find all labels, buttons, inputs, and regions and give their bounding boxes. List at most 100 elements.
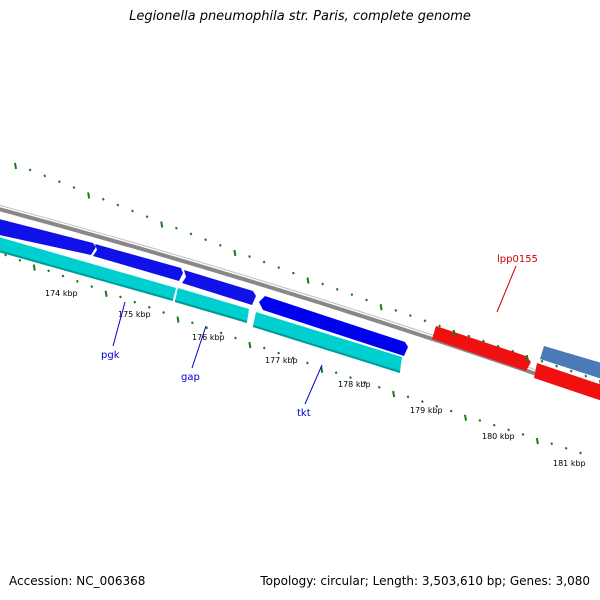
gene-block[interactable] <box>534 363 600 402</box>
tick-mark <box>305 361 309 365</box>
tick-mark <box>75 279 79 283</box>
tick-mark <box>507 428 511 432</box>
gap-leader <box>191 325 207 369</box>
tick-mark <box>190 321 194 325</box>
tick-mark <box>90 285 94 288</box>
tick-mark <box>406 395 410 399</box>
tick-mark <box>262 346 266 350</box>
tick-mark <box>233 249 237 257</box>
tick-mark <box>218 243 222 247</box>
tick-mark <box>579 451 582 455</box>
tick-mark <box>394 308 398 312</box>
tick-mark <box>569 369 573 373</box>
tick-mark <box>349 376 352 380</box>
tick-mark <box>104 290 108 297</box>
tick-mark <box>101 197 105 201</box>
tick-mark <box>438 324 442 328</box>
tick-mark <box>87 192 91 199</box>
tick-mark <box>277 266 281 270</box>
tick-mark <box>492 423 496 427</box>
tick-mark <box>467 334 471 338</box>
tick-mark <box>262 260 266 264</box>
gene-block-lpp0155[interactable] <box>432 326 531 371</box>
tick-mark <box>176 316 180 323</box>
tick-mark <box>291 356 295 360</box>
tick-mark <box>464 414 467 421</box>
tick-mark <box>540 359 544 363</box>
tick-mark <box>320 366 324 374</box>
tick-mark <box>72 186 76 190</box>
tick-mark <box>277 351 281 355</box>
tick-mark <box>535 437 539 445</box>
tick-mark <box>248 341 252 349</box>
ruler-label: 181 kbp <box>553 459 586 468</box>
tick-mark <box>423 319 427 323</box>
tick-mark <box>205 326 209 330</box>
tick-mark <box>321 282 325 286</box>
gene-block[interactable] <box>253 312 402 372</box>
gene-label-gap[interactable]: gap <box>181 372 200 383</box>
ruler-label: 176 kbp <box>192 333 225 342</box>
tick-mark <box>57 180 61 184</box>
tick-mark <box>525 355 529 362</box>
gene-block[interactable] <box>0 236 176 300</box>
tick-mark <box>32 264 36 271</box>
tick-mark <box>363 380 367 384</box>
tick-mark <box>550 442 554 446</box>
tick-mark <box>420 400 424 404</box>
tick-mark <box>511 349 515 353</box>
tick-mark <box>408 314 412 318</box>
gene-label-tkt[interactable]: tkt <box>297 408 311 419</box>
map-title: Legionella pneumophila str. Paris, compl… <box>129 9 471 24</box>
tick-mark <box>452 329 456 337</box>
tick-mark <box>306 277 310 284</box>
gene-block[interactable] <box>540 346 600 380</box>
tick-mark <box>116 203 120 207</box>
tick-mark <box>584 374 588 378</box>
tick-mark <box>131 209 134 213</box>
tick-mark <box>379 304 383 311</box>
tick-mark <box>119 295 122 299</box>
gene-block[interactable] <box>0 218 96 255</box>
gene-label-pgk[interactable]: pgk <box>101 350 120 361</box>
tick-mark <box>18 258 22 262</box>
tick-mark <box>204 238 208 242</box>
tick-mark <box>61 274 65 278</box>
tick-mark <box>335 287 339 291</box>
tick-mark <box>145 215 149 219</box>
tick-mark <box>174 226 178 230</box>
accession-text: Accession: NC_006368 <box>9 574 146 588</box>
tick-mark <box>334 371 338 375</box>
ruler-label: 180 kbp <box>482 432 515 441</box>
tick-mark <box>219 331 223 335</box>
tick-mark <box>496 344 500 348</box>
inner-tick-marks <box>4 253 582 455</box>
ruler-labels: 174 kbp 175 kbp 176 kbp 177 kbp 178 kbp 179 k… <box>45 289 586 468</box>
tick-mark <box>377 385 381 389</box>
pgk-leader <box>112 301 126 347</box>
tick-mark <box>234 336 237 340</box>
ruler-label: 178 kbp <box>338 380 371 389</box>
gene-block[interactable] <box>259 296 408 356</box>
gene-label-lpp0155[interactable]: lpp0155 <box>497 254 538 265</box>
genome-summary-text: Topology: circular; Length: 3,503,610 bp… <box>260 574 590 588</box>
tick-mark <box>449 409 453 413</box>
gene-block[interactable] <box>182 270 256 305</box>
tick-mark <box>248 255 251 258</box>
tick-mark <box>14 162 17 170</box>
backbone-outer <box>0 207 600 399</box>
tick-mark <box>521 432 525 436</box>
tick-mark <box>189 232 193 236</box>
tick-mark <box>133 300 137 304</box>
tick-mark <box>564 446 568 450</box>
gene-block[interactable] <box>93 244 183 281</box>
gene-block[interactable] <box>175 288 249 322</box>
tick-mark <box>350 293 354 297</box>
tick-mark <box>555 364 559 368</box>
tick-mark <box>291 271 295 275</box>
tick-mark <box>162 311 166 314</box>
tick-mark <box>365 298 368 302</box>
tick-mark <box>43 174 47 178</box>
tick-mark <box>160 221 164 228</box>
